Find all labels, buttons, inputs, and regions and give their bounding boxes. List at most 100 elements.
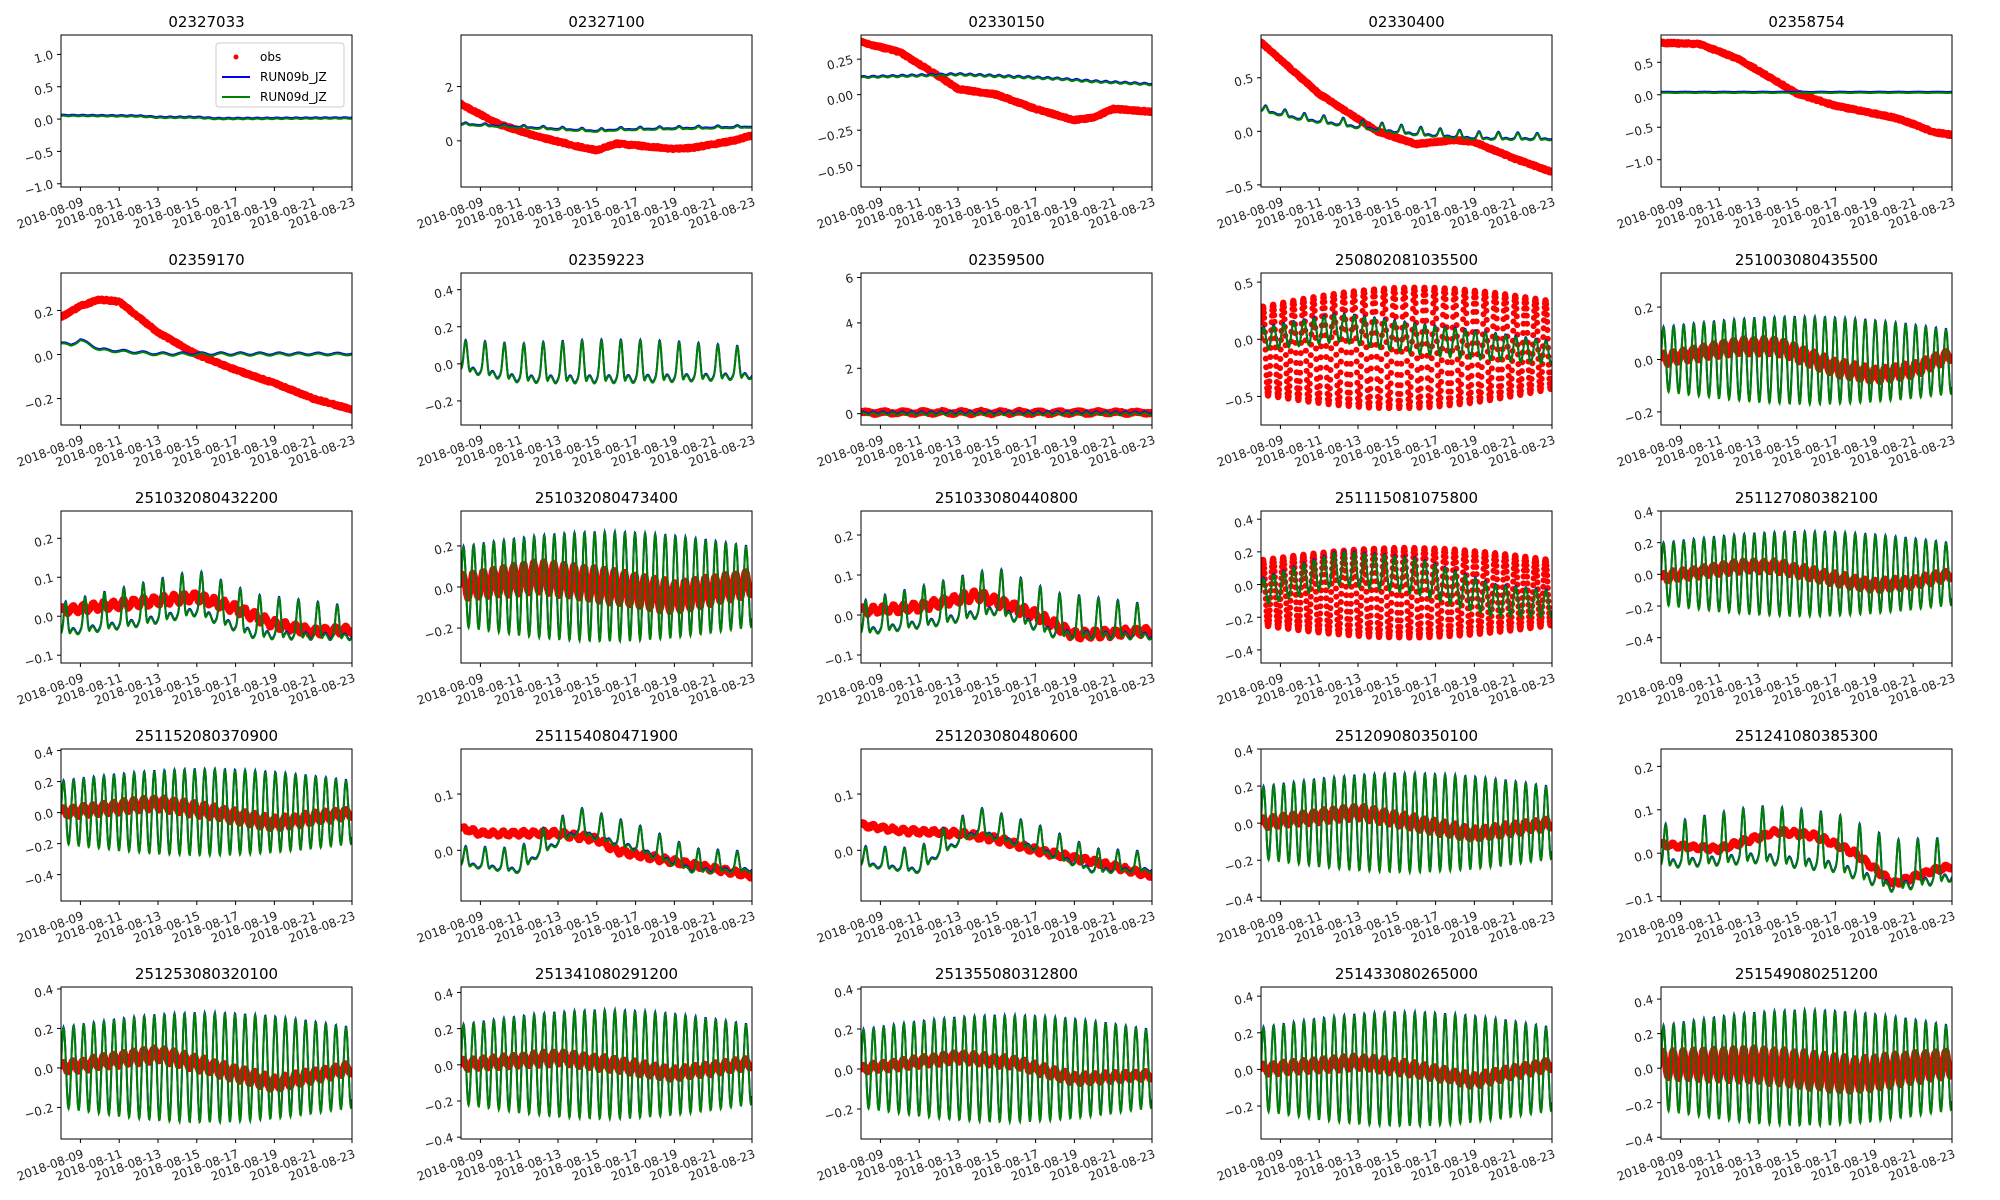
- y-tick-label: 0.0: [433, 844, 455, 862]
- obs-point: [1377, 387, 1384, 394]
- axes-frame: [60, 748, 353, 902]
- obs-points: [461, 823, 752, 882]
- obs-point: [1503, 557, 1510, 564]
- plot-area: [1261, 1008, 1552, 1130]
- obs-point: [1402, 311, 1409, 318]
- obs-point: [1458, 381, 1465, 388]
- obs-point: [1397, 617, 1404, 624]
- obs-point: [1323, 343, 1329, 349]
- obs-point: [1549, 369, 1552, 376]
- obs-point: [1357, 374, 1364, 380]
- obs-point: [1363, 356, 1370, 363]
- obs-point: [1361, 295, 1368, 302]
- subplot: 02327100202018-08-092018-08-112018-08-13…: [415, 13, 757, 232]
- obs-point: [1428, 377, 1435, 384]
- obs-point: [1307, 601, 1314, 608]
- plot-area: [861, 567, 1152, 643]
- obs-point: [1539, 369, 1545, 375]
- obs-point: [1508, 375, 1515, 382]
- obs-point: [1487, 394, 1494, 401]
- obs-point: [1407, 398, 1414, 405]
- obs-point: [1311, 307, 1318, 314]
- subplot-title: 02330400: [1368, 13, 1444, 31]
- obs-point: [1422, 550, 1429, 557]
- obs-point: [1407, 630, 1414, 636]
- obs-point: [1523, 300, 1530, 306]
- y-tick-label: −0.5: [23, 145, 55, 166]
- obs-point: [1296, 385, 1303, 392]
- obs-point: [1493, 315, 1500, 322]
- obs-point: [1417, 626, 1424, 633]
- obs-point: [1533, 562, 1540, 569]
- obs-point: [1498, 375, 1505, 382]
- obs-point: [1398, 360, 1405, 367]
- y-tick-label: 0.0: [433, 580, 455, 598]
- y-tick-label: 0.0: [1233, 125, 1255, 143]
- obs-point: [1377, 395, 1383, 402]
- obs-point: [1518, 382, 1525, 389]
- obs-point: [1336, 399, 1343, 406]
- axes-frame: [1260, 986, 1553, 1140]
- obs-point: [1473, 308, 1480, 315]
- y-tick-label: 0.00: [825, 88, 854, 108]
- axes-frame: [860, 34, 1153, 188]
- obs-point: [1347, 381, 1354, 388]
- run09d-line: [1661, 805, 1952, 893]
- obs-point: [1316, 395, 1323, 402]
- plot-area: [1661, 528, 1952, 620]
- obs-point: [1414, 597, 1421, 604]
- obs-point: [1307, 362, 1314, 369]
- obs-point: [1429, 320, 1436, 326]
- obs-point: [1503, 562, 1510, 569]
- subplot: 2510320804734000.20.0−0.22018-08-092018-…: [415, 489, 757, 708]
- subplot-title: 251003080435500: [1735, 251, 1878, 269]
- legend-label: RUN09d_JZ: [260, 90, 327, 104]
- run09d-line: [861, 1012, 1152, 1126]
- y-tick-label: −0.2: [23, 837, 55, 858]
- obs-point: [1336, 620, 1343, 627]
- obs-point: [1473, 300, 1479, 307]
- obs-point: [1383, 594, 1390, 601]
- obs-point: [1275, 391, 1282, 397]
- plot-area: [61, 295, 352, 414]
- obs-series: [1261, 544, 1552, 641]
- obs-point: [1301, 299, 1307, 306]
- obs-point: [1487, 624, 1494, 631]
- obs-point: [1512, 295, 1519, 302]
- obs-point: [1530, 582, 1537, 589]
- obs-point: [1392, 296, 1399, 303]
- y-tick-label: 0.1: [833, 787, 855, 805]
- obs-point: [1411, 287, 1418, 294]
- y-tick-label: −0.2: [1223, 854, 1255, 875]
- obs-point: [1401, 288, 1408, 295]
- run09d-line: [1261, 313, 1552, 366]
- y-tick-label: 4: [844, 316, 855, 332]
- subplot: 023301500.250.00−0.25−0.502018-08-092018…: [815, 13, 1157, 232]
- obs-point: [1354, 369, 1360, 376]
- obs-point: [1317, 374, 1324, 381]
- obs-point: [1347, 608, 1354, 615]
- obs-point: [1323, 587, 1329, 594]
- obs-point: [1397, 624, 1404, 630]
- obs-point: [1326, 623, 1333, 630]
- plot-area: [861, 806, 1152, 881]
- obs-point: [1327, 612, 1334, 619]
- obs-point: [1540, 334, 1547, 341]
- obs-point: [1287, 367, 1294, 374]
- y-tick-label: 0.4: [33, 744, 55, 762]
- obs-point: [1483, 300, 1489, 307]
- obs-point: [1348, 349, 1355, 356]
- axes-frame: [1660, 986, 1953, 1140]
- obs-point: [1271, 312, 1278, 319]
- obs-point: [1387, 380, 1394, 387]
- subplot-title: 251154080471900: [535, 727, 678, 745]
- obs-point: [1338, 347, 1345, 354]
- obs-point: [1291, 301, 1297, 308]
- y-tick-label: 0.0: [833, 844, 855, 862]
- obs-point: [1452, 295, 1459, 302]
- obs-point: [1382, 306, 1389, 313]
- obs-point: [1538, 375, 1545, 382]
- obs-point: [1323, 595, 1330, 602]
- obs-point: [1398, 609, 1404, 616]
- run09d-line: [861, 568, 1152, 641]
